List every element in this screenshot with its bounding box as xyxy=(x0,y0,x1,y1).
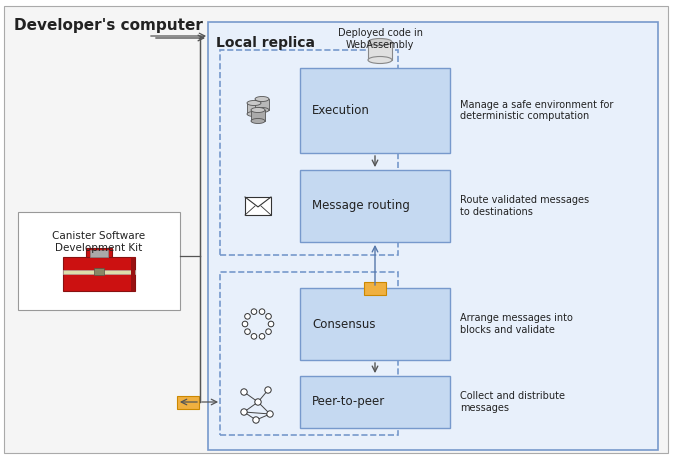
Ellipse shape xyxy=(368,39,392,45)
Ellipse shape xyxy=(255,107,269,112)
Circle shape xyxy=(266,329,271,335)
Bar xyxy=(220,272,398,435)
Bar xyxy=(255,99,269,110)
Text: Canister Software
Development Kit: Canister Software Development Kit xyxy=(52,231,145,253)
Circle shape xyxy=(259,334,264,339)
Circle shape xyxy=(269,321,274,327)
Text: Local replica: Local replica xyxy=(216,36,315,50)
Circle shape xyxy=(259,309,264,314)
Bar xyxy=(90,250,108,257)
Text: Collect and distribute
messages: Collect and distribute messages xyxy=(460,391,565,413)
Text: Developer's computer: Developer's computer xyxy=(14,18,203,33)
Circle shape xyxy=(266,313,271,319)
Text: Arrange messages into
blocks and validate: Arrange messages into blocks and validat… xyxy=(460,313,573,335)
Bar xyxy=(300,170,450,242)
Ellipse shape xyxy=(368,56,392,63)
Circle shape xyxy=(253,417,259,423)
Bar xyxy=(63,270,135,274)
Bar xyxy=(131,257,135,291)
Bar xyxy=(300,376,450,428)
Bar xyxy=(300,288,450,360)
Bar xyxy=(63,257,135,291)
Circle shape xyxy=(251,334,257,339)
Bar xyxy=(94,268,104,275)
Circle shape xyxy=(241,409,247,415)
Bar xyxy=(300,68,450,153)
Circle shape xyxy=(251,309,257,314)
Text: Message routing: Message routing xyxy=(312,200,410,213)
Bar xyxy=(208,22,658,450)
Circle shape xyxy=(267,411,273,417)
Bar xyxy=(368,42,392,60)
Text: Consensus: Consensus xyxy=(312,318,376,330)
Text: Route validated messages
to destinations: Route validated messages to destinations xyxy=(460,195,589,217)
Circle shape xyxy=(245,313,250,319)
Bar xyxy=(18,212,180,310)
Text: Execution: Execution xyxy=(312,104,370,117)
Bar xyxy=(245,197,271,215)
Circle shape xyxy=(264,387,271,393)
Circle shape xyxy=(241,389,247,395)
Bar xyxy=(86,248,112,257)
Ellipse shape xyxy=(247,101,261,106)
Ellipse shape xyxy=(255,96,269,101)
Ellipse shape xyxy=(247,112,261,117)
Circle shape xyxy=(255,399,261,405)
Bar xyxy=(220,50,398,255)
Ellipse shape xyxy=(251,118,265,123)
Ellipse shape xyxy=(251,107,265,112)
Bar xyxy=(177,396,199,409)
Text: Peer-to-peer: Peer-to-peer xyxy=(312,396,385,409)
Bar xyxy=(247,103,261,114)
Circle shape xyxy=(242,321,248,327)
Bar xyxy=(364,281,386,295)
Circle shape xyxy=(245,329,250,335)
Text: Deployed code in
WebAssembly: Deployed code in WebAssembly xyxy=(337,28,423,50)
Bar xyxy=(251,110,265,121)
Text: Manage a safe environment for
deterministic computation: Manage a safe environment for determinis… xyxy=(460,100,613,121)
